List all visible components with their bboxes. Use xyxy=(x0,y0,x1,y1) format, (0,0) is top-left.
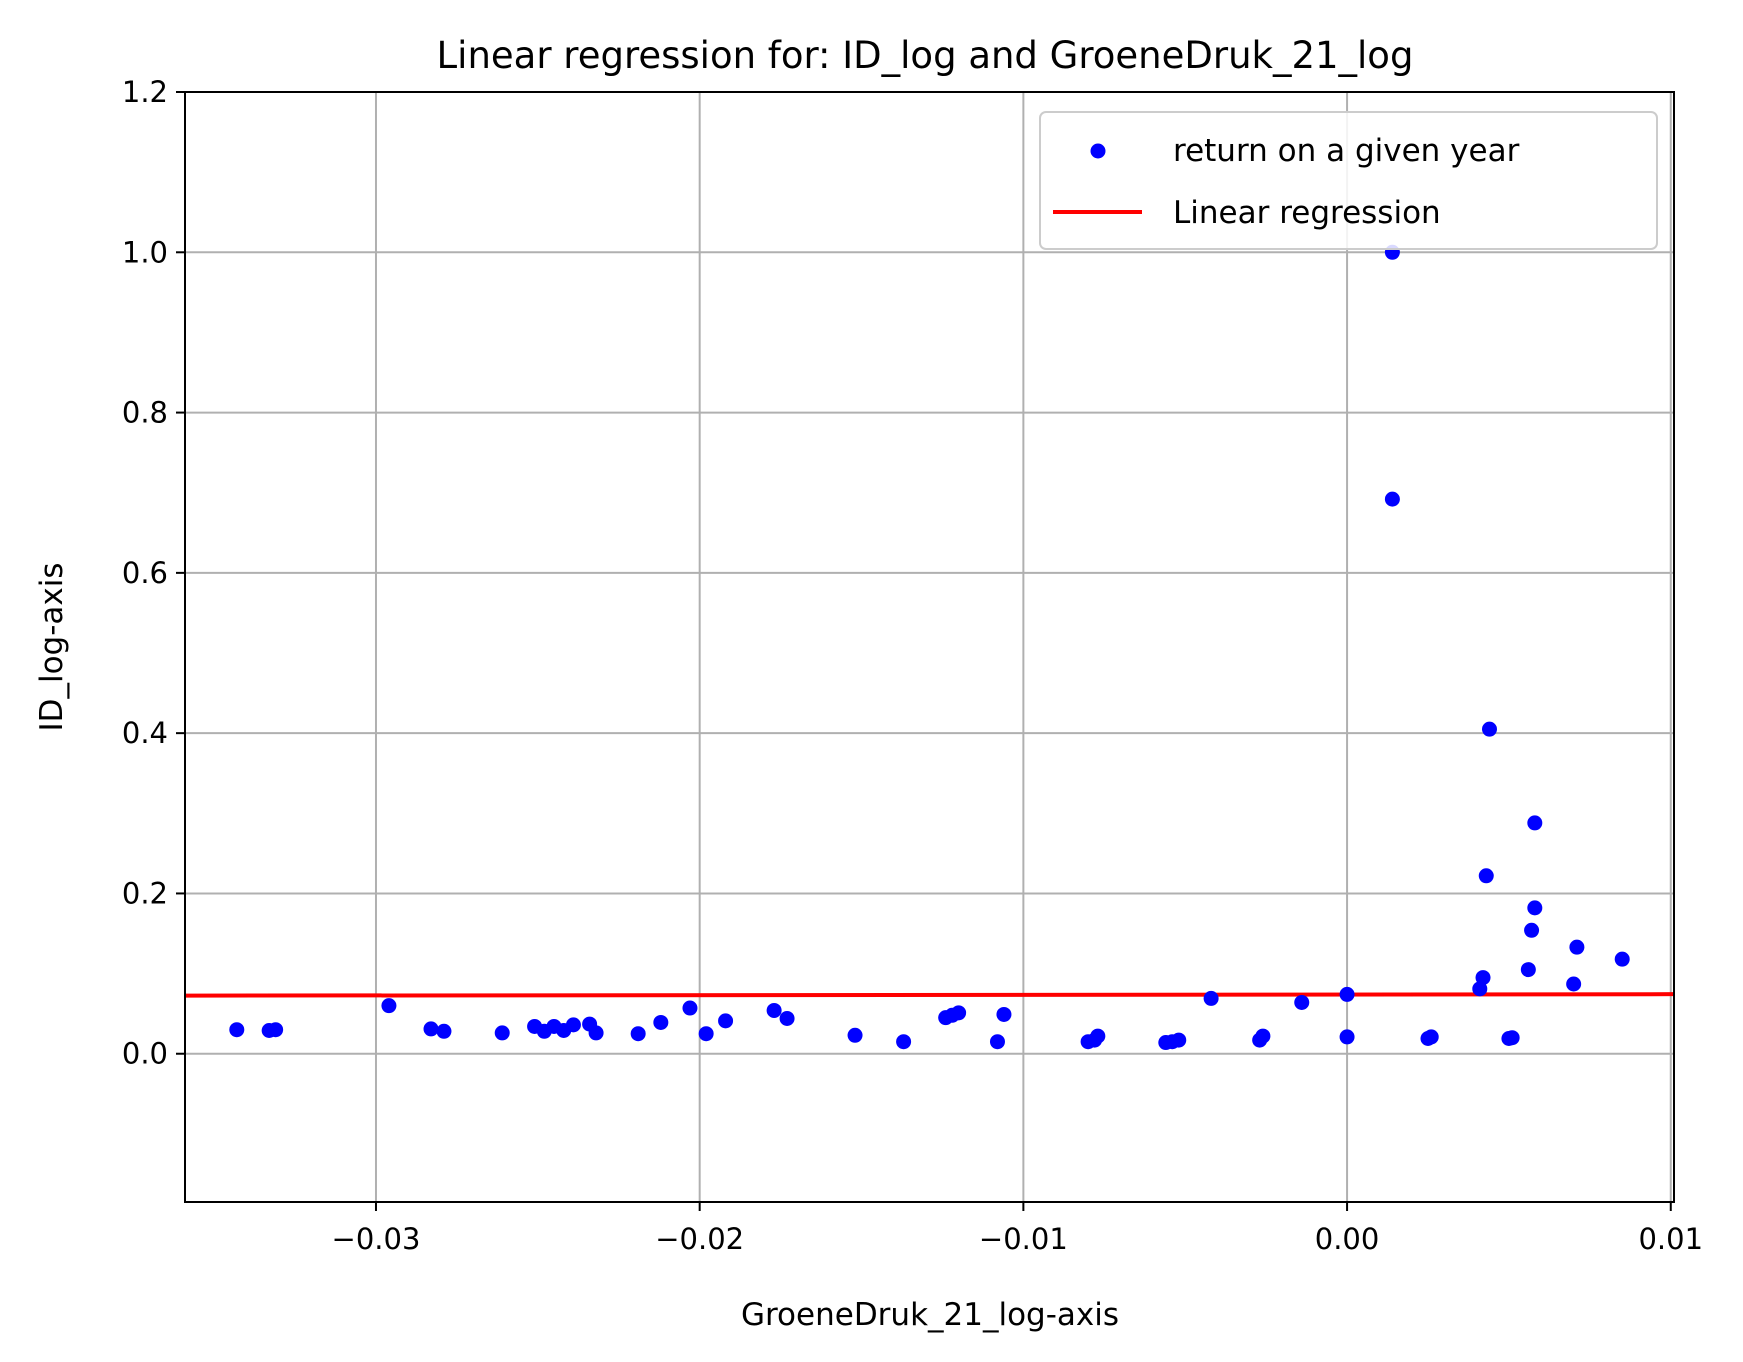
scatter-series xyxy=(229,244,1630,1051)
scatter-point xyxy=(1294,994,1310,1010)
scatter-point xyxy=(588,1025,604,1041)
y-tick-label: 0.2 xyxy=(122,876,168,910)
scatter-point xyxy=(1527,815,1543,831)
x-axis-ticks: −0.03 −0.02 −0.01 0.00 0.01 xyxy=(332,1202,1703,1256)
scatter-point xyxy=(494,1025,510,1041)
scatter-point xyxy=(996,1006,1012,1022)
scatter-point xyxy=(718,1013,734,1029)
scatter-point xyxy=(1384,491,1400,507)
scatter-point xyxy=(847,1027,863,1043)
scatter-point xyxy=(1566,976,1582,992)
scatter-point xyxy=(1481,721,1497,737)
x-tick-label: 0.01 xyxy=(1638,1222,1703,1256)
scatter-point xyxy=(1614,951,1630,967)
scatter-point xyxy=(1478,868,1494,884)
x-tick-label: −0.01 xyxy=(979,1222,1068,1256)
y-axis-ticks: 0.0 0.2 0.4 0.6 0.8 1.0 1.2 xyxy=(122,75,185,1071)
scatter-point xyxy=(1504,1030,1520,1046)
scatter-point xyxy=(1339,986,1355,1002)
y-axis-label: ID_log-axis xyxy=(34,562,70,731)
legend-entry-line: Linear regression xyxy=(1173,195,1441,231)
scatter-point xyxy=(1090,1028,1106,1044)
y-tick-label: 1.2 xyxy=(122,75,168,109)
scatter-point xyxy=(268,1022,284,1038)
y-tick-label: 0.0 xyxy=(122,1037,168,1071)
y-tick-label: 0.8 xyxy=(122,396,168,430)
y-tick-label: 0.4 xyxy=(122,716,168,750)
scatter-point xyxy=(653,1014,669,1030)
y-tick-label: 0.6 xyxy=(122,556,168,590)
regression-line xyxy=(184,992,1675,998)
scatter-point xyxy=(436,1023,452,1039)
regression-series xyxy=(184,992,1675,998)
scatter-point xyxy=(1527,900,1543,916)
scatter-point xyxy=(766,1002,782,1018)
scatter-point xyxy=(896,1034,912,1050)
legend-marker-scatter xyxy=(1090,143,1106,159)
y-tick-label: 1.0 xyxy=(122,235,168,269)
scatter-point xyxy=(779,1010,795,1026)
x-tick-label: 0.00 xyxy=(1315,1222,1380,1256)
x-tick-label: −0.02 xyxy=(655,1222,744,1256)
scatter-point xyxy=(989,1034,1005,1050)
scatter-point xyxy=(229,1022,245,1038)
legend-entry-scatter: return on a given year xyxy=(1173,133,1520,169)
plot-frame xyxy=(184,91,1675,1203)
scatter-point xyxy=(1569,939,1585,955)
scatter-point xyxy=(1171,1032,1187,1048)
x-axis-label: GroeneDruk_21_log-axis xyxy=(741,1297,1119,1333)
grid xyxy=(185,91,1674,1202)
scatter-point xyxy=(381,998,397,1014)
scatter-point xyxy=(1339,1029,1355,1045)
scatter-point xyxy=(1520,962,1536,978)
legend-box xyxy=(1039,111,1658,250)
scatter-point xyxy=(565,1017,581,1033)
scatter-point xyxy=(1423,1029,1439,1045)
scatter-point xyxy=(423,1021,439,1037)
chart-title: Linear regression for: ID_log and Groene… xyxy=(437,34,1414,77)
legend: return on a given year Linear regression xyxy=(1039,111,1658,250)
scatter-point xyxy=(1255,1028,1271,1044)
scatter-point xyxy=(1524,922,1540,938)
scatter-point xyxy=(682,1000,698,1016)
scatter-point xyxy=(951,1005,967,1021)
scatter-point xyxy=(698,1026,714,1042)
scatter-point xyxy=(1203,990,1219,1006)
scatter-point xyxy=(1475,970,1491,986)
x-tick-label: −0.03 xyxy=(332,1222,421,1256)
scatter-point xyxy=(630,1026,646,1042)
